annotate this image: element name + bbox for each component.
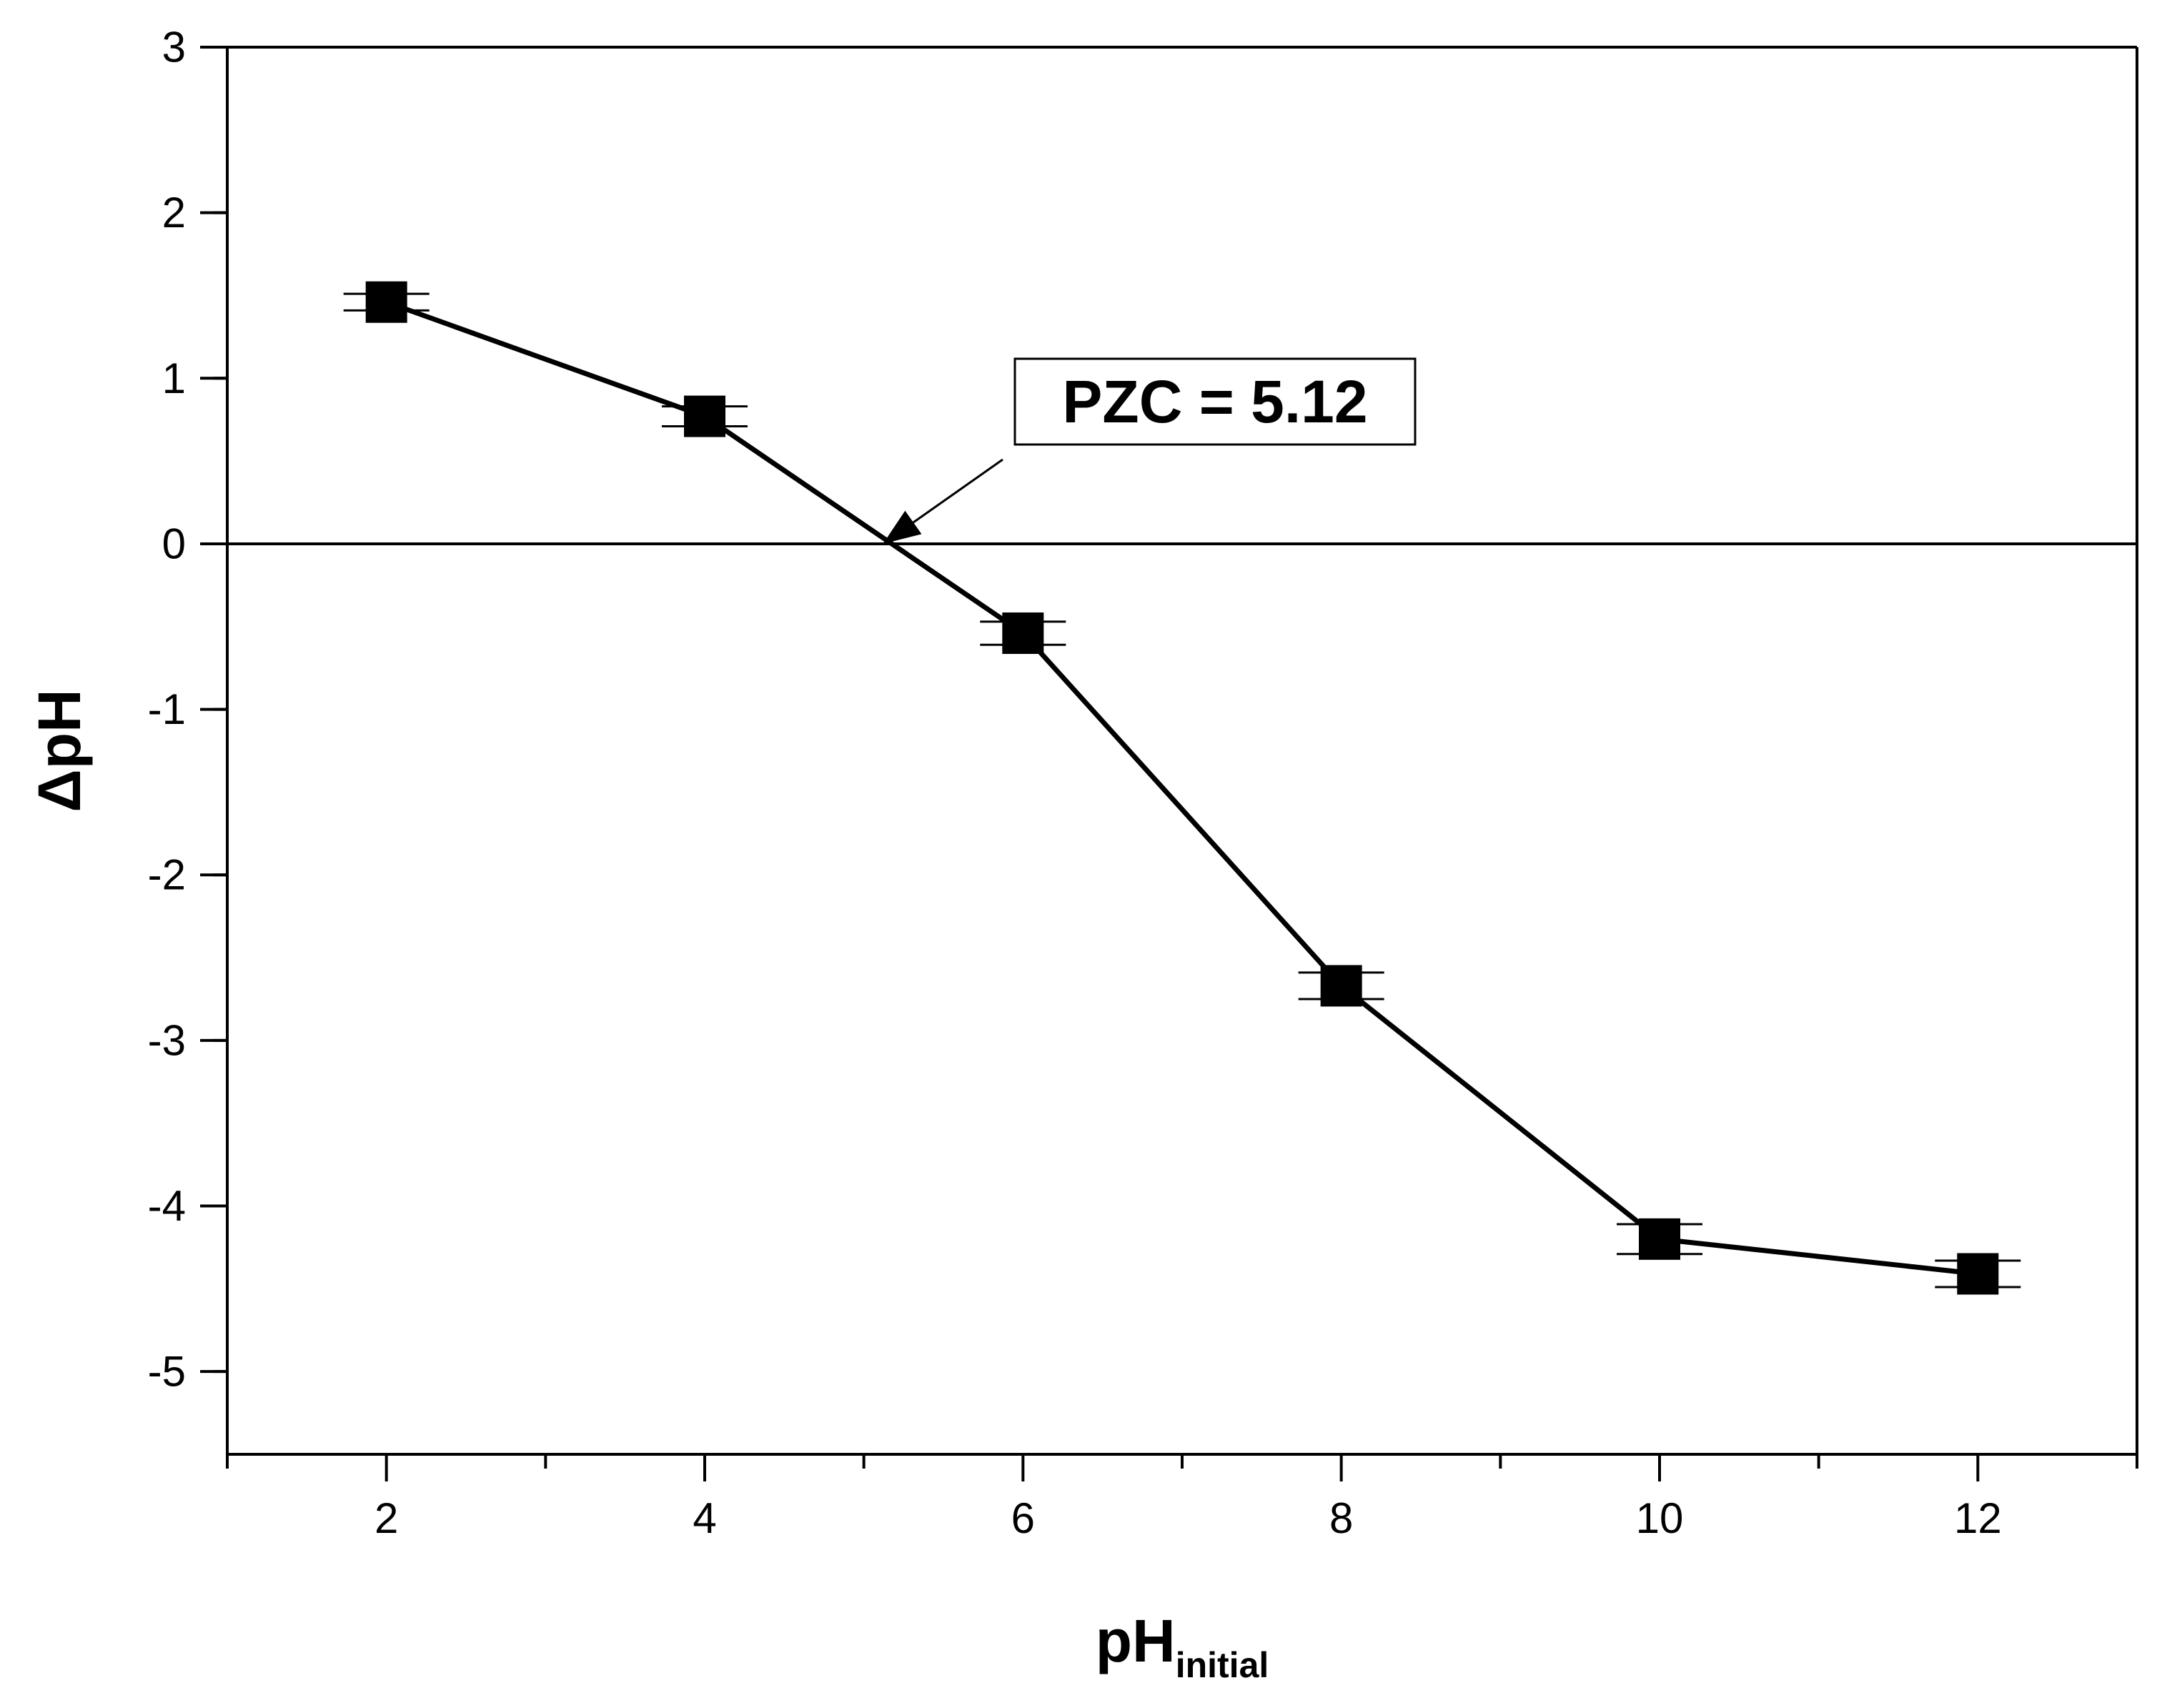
data-point-marker — [1639, 1218, 1680, 1260]
x-axis-title: pHinitial — [1096, 1607, 1269, 1685]
data-point-marker — [365, 281, 407, 323]
y-tick-label: 1 — [162, 354, 186, 402]
x-axis-title-main: pH — [1096, 1607, 1176, 1674]
x-tick-label: 10 — [1636, 1494, 1684, 1542]
pzc-annotation-arrowhead — [883, 510, 922, 544]
pzc-annotation-text: PZC = 5.12 — [1062, 368, 1367, 435]
y-tick-label: -3 — [148, 1016, 186, 1064]
y-tick-label: 3 — [162, 24, 186, 71]
y-tick-label: 0 — [162, 520, 186, 567]
x-tick-label: 4 — [693, 1494, 716, 1542]
data-point-marker — [1002, 612, 1044, 655]
series-line — [385, 299, 1978, 1276]
data-point-marker — [1957, 1253, 1999, 1295]
pzc-annotation-arrow — [913, 458, 1003, 524]
y-tick-label: -5 — [148, 1348, 186, 1396]
data-series — [343, 281, 2021, 1295]
data-point-marker — [684, 395, 725, 437]
pzc-annotation-box — [1013, 357, 1417, 446]
y-tick-label: -1 — [148, 685, 186, 733]
data-point-marker — [1320, 965, 1362, 1007]
x-tick-label: 6 — [1011, 1494, 1035, 1542]
x-tick-label: 8 — [1329, 1494, 1353, 1542]
y-tick-label: -4 — [148, 1182, 186, 1230]
axis-titles: pHinitial ΔpH — [26, 689, 1269, 1685]
annotation: PZC = 5.12 — [883, 357, 1417, 544]
y-tick-label: -2 — [148, 851, 186, 899]
y-axis-title: ΔpH — [26, 689, 93, 812]
x-tick-label: 12 — [1954, 1494, 2002, 1542]
x-tick-label: 2 — [375, 1494, 398, 1542]
y-tick-label: 2 — [162, 189, 186, 237]
x-axis-title-subscript: initial — [1176, 1645, 1269, 1685]
